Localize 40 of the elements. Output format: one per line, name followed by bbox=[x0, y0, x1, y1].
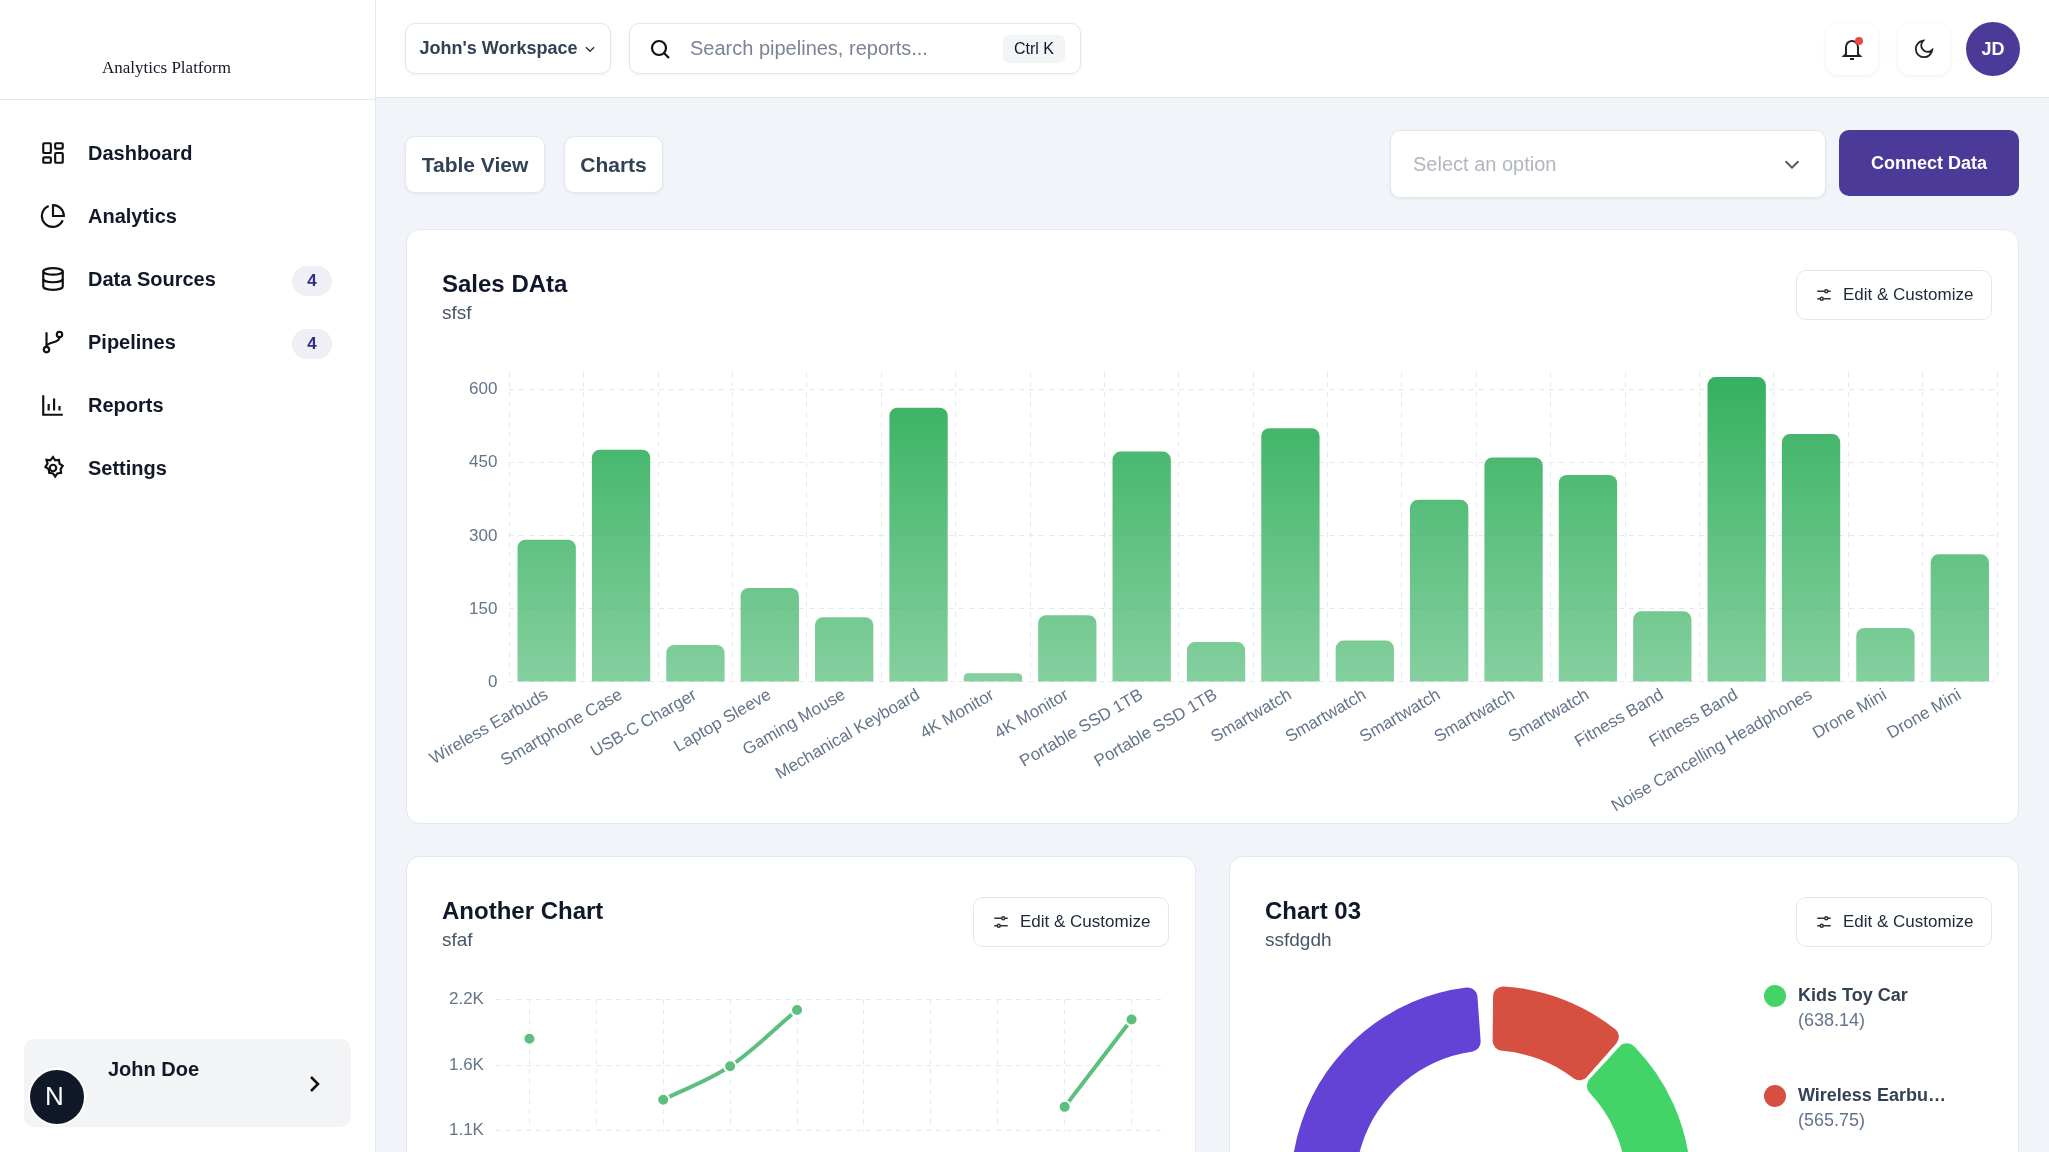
chart-subtitle: sfaf bbox=[442, 929, 473, 951]
text: Dashboard bbox=[88, 141, 193, 165]
y-tick-label: 300 bbox=[469, 525, 498, 545]
text: N bbox=[45, 1081, 64, 1112]
y-tick-label: 600 bbox=[469, 379, 498, 399]
data-label: (565.75) bbox=[1798, 1110, 1867, 1131]
text: Ctrl K bbox=[1003, 35, 1065, 63]
legend-label: Kids Toy Car bbox=[1798, 985, 1909, 1006]
y-tick-label: 2.2K bbox=[448, 988, 485, 1008]
y-tick-label: 0 bbox=[488, 671, 498, 691]
text: Analytics bbox=[88, 204, 177, 228]
text: John's Workspace bbox=[419, 38, 578, 59]
legend-label: Wireless Earbu… bbox=[1798, 1085, 1946, 1106]
text: Search pipelines, reports... bbox=[690, 37, 928, 60]
chart-title: Chart 03 bbox=[1265, 897, 1362, 925]
text: Select an option bbox=[1413, 152, 1557, 176]
text: Data Sources bbox=[88, 267, 216, 291]
text: Table View bbox=[421, 152, 529, 177]
data-label: (638.14) bbox=[1798, 1010, 1867, 1031]
text: Reports bbox=[88, 393, 164, 417]
text: Connect Data bbox=[1839, 130, 2019, 196]
text: Edit & Customize bbox=[1020, 912, 1151, 932]
chart-title: Sales DAta bbox=[442, 270, 568, 298]
text: Edit & Customize bbox=[1843, 912, 1974, 932]
y-tick-label: 1.6K bbox=[448, 1054, 485, 1074]
y-tick-label: 150 bbox=[469, 598, 498, 618]
y-tick-label: 450 bbox=[469, 452, 498, 472]
y-tick-label: 1.1K bbox=[448, 1120, 485, 1140]
text: Analytics Platform bbox=[102, 58, 231, 78]
text: Settings bbox=[88, 456, 167, 480]
chart-title: Another Chart bbox=[442, 897, 604, 925]
text: John Doe bbox=[108, 1058, 200, 1081]
text: 4 bbox=[292, 266, 332, 296]
chart-subtitle: ssfdgdh bbox=[1265, 929, 1332, 951]
text: JD bbox=[1966, 22, 2020, 76]
text: Edit & Customize bbox=[1843, 285, 1974, 305]
text: 4 bbox=[292, 329, 332, 359]
chart-subtitle: sfsf bbox=[442, 302, 472, 324]
text: Pipelines bbox=[88, 330, 176, 354]
text: Charts bbox=[580, 152, 647, 177]
